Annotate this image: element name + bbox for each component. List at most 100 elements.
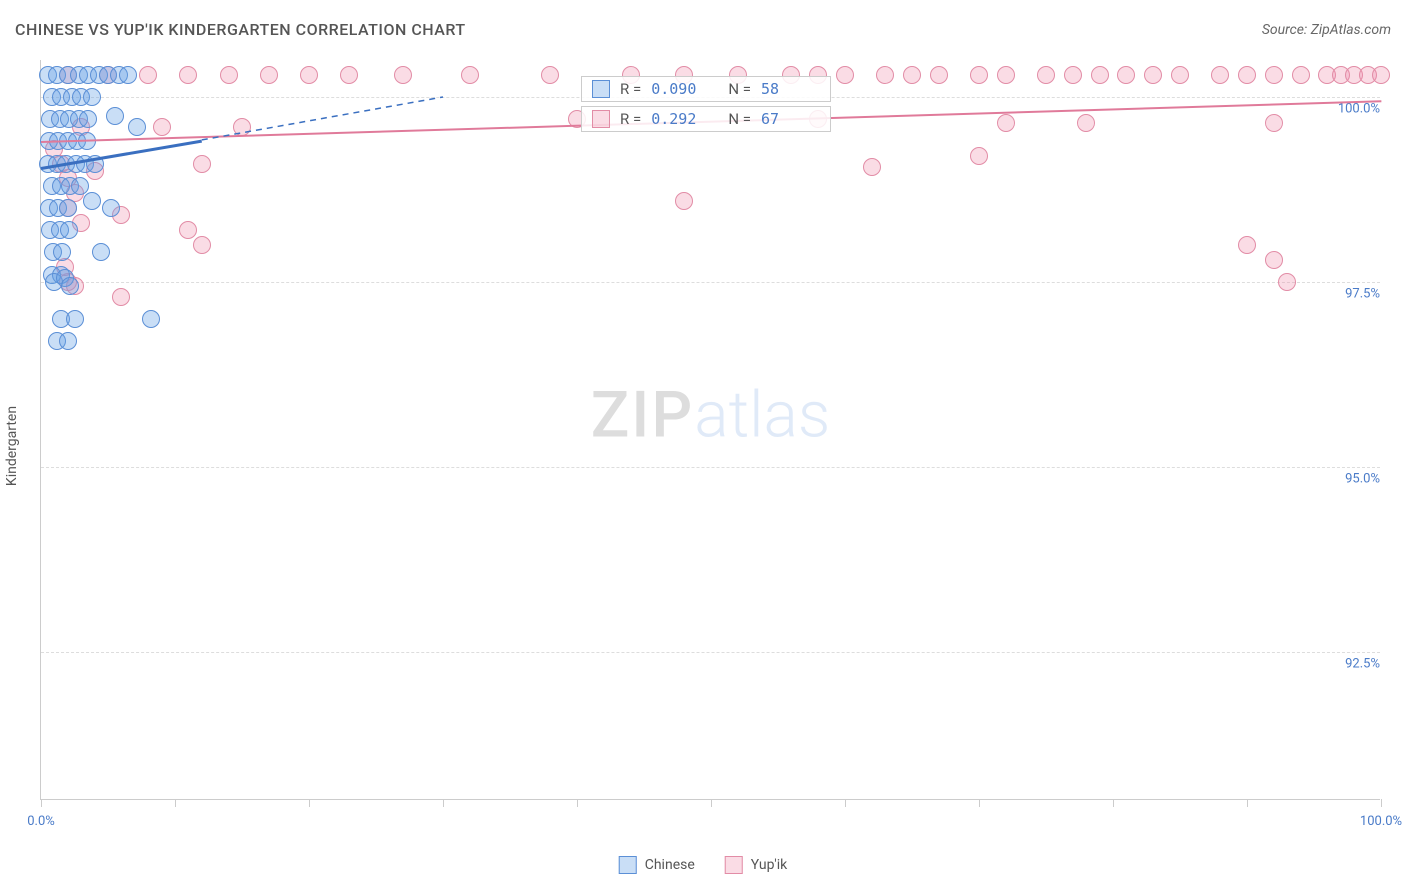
point-chinese (128, 118, 146, 136)
point-yupik (997, 114, 1015, 132)
point-yupik (1144, 66, 1162, 84)
point-yupik (1117, 66, 1135, 84)
xtick-label: 100.0% (1360, 814, 1402, 829)
stats-yupik-n-label: N = (728, 110, 751, 128)
point-yupik (876, 66, 894, 84)
point-yupik (903, 66, 921, 84)
watermark-zip: ZIP (591, 377, 695, 452)
stats-yupik: R = 0.292 N = 67 (581, 106, 831, 132)
point-yupik (179, 66, 197, 84)
bottom-legend: Chinese Yup'ik (619, 856, 788, 874)
xtick-label: 0.0% (27, 814, 55, 829)
legend-label-chinese: Chinese (645, 857, 695, 873)
point-chinese (61, 277, 79, 295)
watermark: ZIPatlas (591, 377, 831, 452)
ytick-label: 100.0% (1336, 102, 1382, 117)
gridline-h (41, 282, 1380, 283)
ytick-label: 95.0% (1343, 472, 1382, 487)
point-yupik (1278, 273, 1296, 291)
xtick (443, 799, 444, 807)
point-chinese (60, 221, 78, 239)
stats-chinese-n-value: 58 (761, 80, 779, 98)
stats-chinese: R = 0.090 N = 58 (581, 76, 831, 102)
point-yupik (1211, 66, 1229, 84)
xtick (309, 799, 310, 807)
point-chinese (142, 310, 160, 328)
chart-title: CHINESE VS YUP'IK KINDERGARTEN CORRELATI… (15, 20, 466, 39)
stats-chinese-r-label: R = (620, 80, 641, 98)
stats-yupik-r-label: R = (620, 110, 641, 128)
stats-chinese-swatch (592, 80, 610, 98)
point-chinese (66, 310, 84, 328)
xtick (1247, 799, 1248, 807)
xtick (1113, 799, 1114, 807)
point-yupik (260, 66, 278, 84)
y-axis-label: Kindergarten (4, 406, 20, 486)
point-yupik (863, 158, 881, 176)
legend-item-chinese: Chinese (619, 856, 695, 874)
point-chinese (106, 107, 124, 125)
trendline-chinese-dashed (41, 60, 1381, 800)
stats-yupik-swatch (592, 110, 610, 128)
point-yupik (394, 66, 412, 84)
stats-chinese-r-value: 0.090 (651, 80, 696, 98)
xtick (1381, 799, 1382, 807)
gridline-h (41, 652, 1380, 653)
point-chinese (83, 88, 101, 106)
source-text: Source: ZipAtlas.com (1262, 22, 1391, 38)
point-yupik (1064, 66, 1082, 84)
legend-swatch-yupik (725, 856, 743, 874)
point-yupik (1265, 251, 1283, 269)
legend-label-yupik: Yup'ik (751, 857, 787, 873)
point-yupik (930, 66, 948, 84)
point-chinese (59, 332, 77, 350)
xtick (175, 799, 176, 807)
point-yupik (1292, 66, 1310, 84)
point-yupik (1037, 66, 1055, 84)
title-row: CHINESE VS YUP'IK KINDERGARTEN CORRELATI… (15, 20, 1391, 39)
xtick (577, 799, 578, 807)
point-yupik (970, 147, 988, 165)
watermark-atlas: atlas (694, 377, 830, 452)
point-yupik (1238, 66, 1256, 84)
point-yupik (112, 288, 130, 306)
point-yupik (1265, 114, 1283, 132)
point-yupik (541, 66, 559, 84)
legend-item-yupik: Yup'ik (725, 856, 787, 874)
point-yupik (179, 221, 197, 239)
ytick-label: 97.5% (1343, 287, 1382, 302)
stats-chinese-n-label: N = (728, 80, 751, 98)
point-yupik (1091, 66, 1109, 84)
point-yupik (1171, 66, 1189, 84)
stats-yupik-n-value: 67 (761, 110, 779, 128)
xtick (41, 799, 42, 807)
plot-area: ZIPatlas 92.5%95.0%97.5%100.0%0.0%100.0%… (40, 60, 1380, 800)
point-yupik (970, 66, 988, 84)
point-chinese (83, 192, 101, 210)
point-yupik (1265, 66, 1283, 84)
point-chinese (53, 243, 71, 261)
point-yupik (220, 66, 238, 84)
point-yupik (233, 118, 251, 136)
stats-yupik-r-value: 0.292 (651, 110, 696, 128)
point-yupik (1077, 114, 1095, 132)
point-yupik (300, 66, 318, 84)
point-chinese (92, 243, 110, 261)
point-yupik (153, 118, 171, 136)
point-yupik (1238, 236, 1256, 254)
point-chinese (59, 199, 77, 217)
point-yupik (193, 236, 211, 254)
point-yupik (1372, 66, 1390, 84)
point-yupik (461, 66, 479, 84)
point-chinese (119, 66, 137, 84)
point-yupik (193, 155, 211, 173)
point-yupik (836, 66, 854, 84)
xtick (711, 799, 712, 807)
point-chinese (102, 199, 120, 217)
point-yupik (139, 66, 157, 84)
xtick (979, 799, 980, 807)
point-yupik (675, 192, 693, 210)
point-yupik (340, 66, 358, 84)
point-yupik (997, 66, 1015, 84)
gridline-h (41, 467, 1380, 468)
